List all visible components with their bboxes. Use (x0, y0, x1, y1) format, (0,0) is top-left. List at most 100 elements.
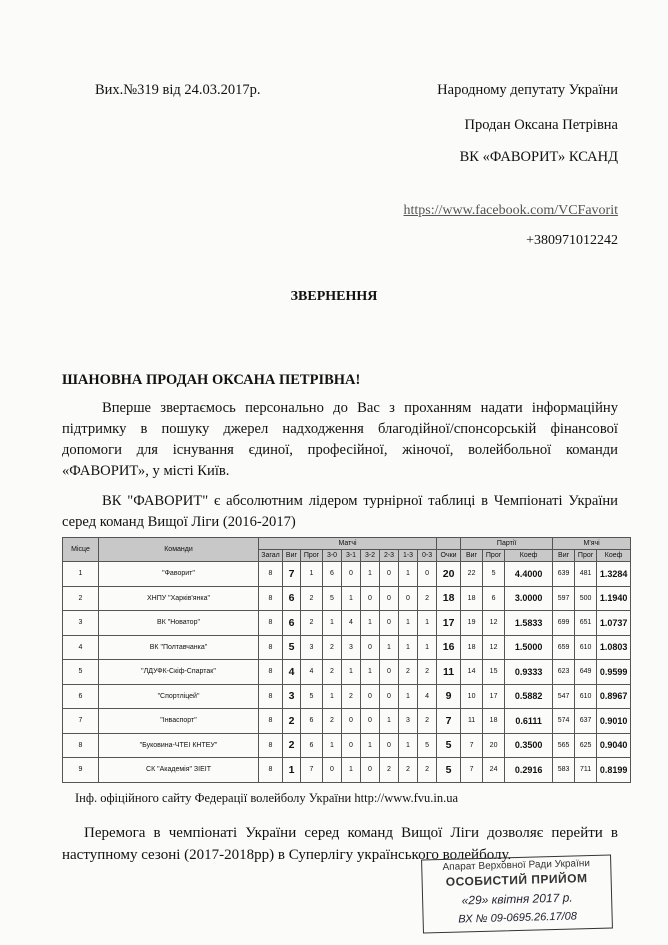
table-cell: ХНПУ "Харків'янка" (98, 585, 259, 611)
table-cell: 8 (258, 561, 283, 587)
table-cell: 1 (416, 634, 438, 660)
table-cell: 1 (360, 659, 380, 685)
table-cell: 1 (360, 610, 380, 636)
table-cell: 18 (460, 585, 484, 611)
table-cell: 0 (360, 708, 380, 734)
column-header: Місце (62, 537, 99, 562)
table-cell: 6 (322, 561, 342, 587)
table-row: 2 ХНПУ "Харків'янка" 8 6 2 5 1 0 0 0 2 18 18 6 3.0000 5… (62, 585, 632, 611)
table-cell: 8 (258, 683, 283, 709)
table-cell: 0.9333 (504, 659, 554, 685)
table-row: 5 "ЛДУФК-Скіф-Спартак" 8 4 4 2 1 1 0 2 2 11 14 15 0.93… (62, 659, 632, 685)
table-cell: СК "Академія" ЗІЕІТ (98, 757, 259, 783)
column-header: Коеф (596, 549, 632, 562)
table-cell: 20 (436, 561, 462, 587)
table-cell: 1 (398, 561, 418, 587)
recipient-title: Народному депутату України (437, 82, 618, 98)
table-cell: ВК "Новатор" (98, 610, 259, 636)
table-cell: 12 (482, 610, 506, 636)
source-note: Інф. офіційного сайту Федерації волейбол… (75, 791, 459, 805)
standings-table: Місце Команди Матчі Партії М'ячі Загал Ви… (62, 537, 632, 783)
table-cell: "Інваспорт" (98, 708, 259, 734)
table-row: 7 "Інваспорт" 8 2 6 2 0 0 1 3 2 7 11 18 0.6111 574 637 0.… (62, 708, 632, 734)
table-cell: 1.0803 (596, 634, 632, 660)
table-cell: 659 (552, 634, 576, 660)
table-cell: 0.8967 (596, 683, 632, 709)
table-cell: "Буковина-ЧТЕІ КНТЕУ" (98, 732, 259, 758)
table-cell: 4 (300, 659, 323, 685)
table-row: 8 "Буковина-ЧТЕІ КНТЕУ" 8 2 6 1 0 1 0 1 5 5 7 20 0.350… (62, 732, 632, 758)
table-cell: 15 (482, 659, 506, 685)
table-cell: 0 (360, 683, 380, 709)
table-cell: 583 (552, 757, 576, 783)
outgoing-number: Вих.№319 від 24.03.2017р. (95, 82, 261, 98)
table-cell: 0 (341, 708, 361, 734)
table-cell: 22 (460, 561, 484, 587)
table-cell: 14 (460, 659, 484, 685)
table-cell: 1.3284 (596, 561, 632, 587)
table-cell: 5 (416, 732, 438, 758)
table-cell: 500 (574, 585, 598, 611)
table-cell: 1.0737 (596, 610, 632, 636)
table-cell: 4.4000 (504, 561, 554, 587)
table-cell: 2 (398, 659, 418, 685)
column-header: Прог (574, 549, 598, 562)
table-cell: 1 (300, 561, 323, 587)
table-cell: 5 (436, 757, 462, 783)
table-cell: 0 (360, 634, 380, 660)
table-cell: 20 (482, 732, 506, 758)
table-cell: 5 (62, 659, 99, 685)
table-cell: 1.5000 (504, 634, 554, 660)
column-header: 3-0 (322, 549, 342, 562)
table-cell: 637 (574, 708, 598, 734)
table-cell: 7 (460, 757, 484, 783)
table-row: 4 ВК "Полтавчанка" 8 5 3 2 3 0 1 1 1 16 18 12 1.5000 65… (62, 634, 632, 660)
table-cell: 2 (341, 683, 361, 709)
table-cell: 4 (416, 683, 438, 709)
table-cell: 3.0000 (504, 585, 554, 611)
table-cell: 0 (341, 732, 361, 758)
title: ЗВЕРНЕННЯ (290, 289, 378, 304)
table-cell: 0.9599 (596, 659, 632, 685)
table-cell: 623 (552, 659, 576, 685)
table-cell: 6 (62, 683, 99, 709)
salutation: ШАНОВНА ПРОДАН ОКСАНА ПЕТРІВНА! (62, 372, 361, 388)
table-cell: 3 (300, 634, 323, 660)
header-cell (436, 537, 462, 550)
table-cell: 2 (322, 659, 342, 685)
table-cell: 0 (379, 659, 399, 685)
table-cell: 2 (300, 610, 323, 636)
link[interactable]: https://www.facebook.com/VCFavorit (403, 203, 618, 218)
group-header: М'ячі (552, 537, 632, 550)
table-cell: 1 (341, 757, 361, 783)
table-cell: 2 (322, 708, 342, 734)
table-cell: 5 (282, 634, 301, 660)
table-cell: 0 (379, 683, 399, 709)
table-cell: 1 (322, 610, 342, 636)
table-cell: 2 (62, 585, 99, 611)
table-cell: 649 (574, 659, 598, 685)
table-cell: 1 (282, 757, 301, 783)
table-cell: 7 (300, 757, 323, 783)
table-cell: 1 (379, 634, 399, 660)
table-cell: 1 (398, 610, 418, 636)
table-cell: 0.9010 (596, 708, 632, 734)
table-cell: 9 (62, 757, 99, 783)
table-cell: 1 (416, 610, 438, 636)
table-cell: 610 (574, 683, 598, 709)
table-cell: 12 (482, 634, 506, 660)
table-cell: 0.6111 (504, 708, 554, 734)
table-cell: 8 (258, 757, 283, 783)
table-cell: 625 (574, 732, 598, 758)
table-cell: 711 (574, 757, 598, 783)
phone: +380971012242 (526, 233, 618, 248)
table-cell: 4 (282, 659, 301, 685)
column-header: 1-3 (398, 549, 418, 562)
table-cell: 3 (398, 708, 418, 734)
table-cell: 0.8199 (596, 757, 632, 783)
table-cell: 8 (258, 634, 283, 660)
table-cell: 0 (379, 585, 399, 611)
table-cell: 7 (436, 708, 462, 734)
table-cell: 6 (482, 585, 506, 611)
